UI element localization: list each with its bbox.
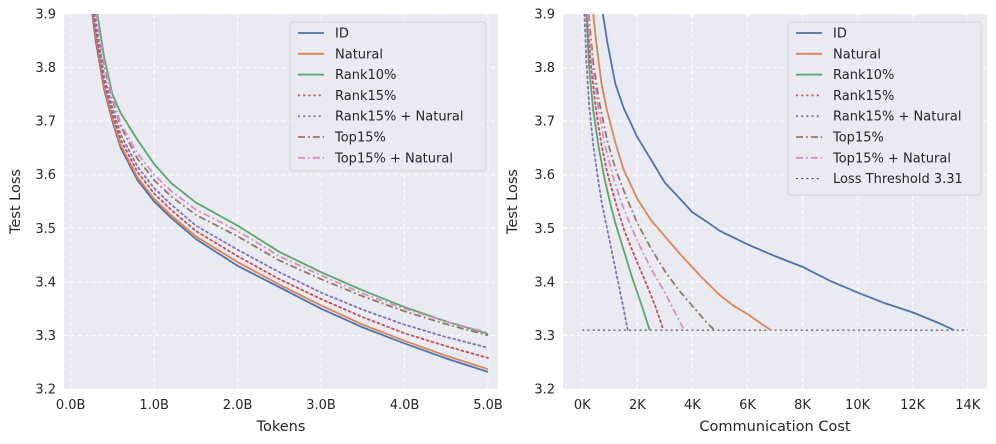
y-tick-label: 3.2	[35, 383, 56, 398]
legend-label: Rank15%	[335, 89, 396, 104]
legend-label: ID	[833, 27, 847, 42]
series-line-rank10	[96, 14, 489, 335]
series-line-rank15	[93, 14, 489, 359]
y-tick-label: 3.2	[534, 383, 555, 398]
x-tick-label: 8K	[794, 398, 811, 413]
legend-label: Natural	[833, 47, 881, 62]
legend-label: Natural	[335, 47, 383, 62]
series-line-natural	[92, 14, 489, 371]
x-tick-label: 10K	[845, 398, 871, 413]
y-tick-label: 3.3	[534, 329, 555, 344]
legend: ID Natural Rank10% Rank15% Rank15% + Natural…	[787, 21, 982, 196]
series-lines	[582, 14, 968, 331]
x-tick-label: 2K	[629, 398, 646, 413]
legend: ID Natural Rank10% Rank15% Rank15% + Natural…	[289, 21, 487, 172]
y-axis-label: Test Loss	[8, 169, 24, 235]
legend-box	[787, 21, 982, 196]
x-tick-label: 12K	[900, 398, 926, 413]
legend-label: ID	[335, 27, 349, 42]
x-tick-label: 0.0B	[56, 398, 86, 413]
right-chart-panel: 0K 2K 4K 6K 8K 10K 12K 14K 3.2 3.3 3.4 3.5 3.6 3.7 3.8…	[505, 8, 987, 435]
legend-label: Rank10%	[335, 68, 396, 83]
y-tick-label: 3.7	[35, 115, 56, 130]
y-tick-label: 3.8	[534, 61, 555, 76]
series-line-rank15	[586, 14, 665, 331]
left-chart-panel: 0.0B 1.0B 2.0B 3.0B 4.0B 5.0B 3.2 3.3 3.4 3.5 3.6 3…	[8, 8, 503, 436]
series-line-natural	[592, 14, 772, 331]
x-tick-label: 3.0B	[306, 398, 336, 413]
legend-label: Loss Threshold 3.31	[833, 172, 963, 187]
series-line-top15-natural	[586, 14, 685, 331]
y-tick-label: 3.9	[35, 8, 56, 23]
y-tick-label: 3.6	[35, 168, 56, 183]
legend-label: Top15% + Natural	[832, 151, 951, 166]
x-tick-label: 6K	[739, 398, 756, 413]
x-tick-label: 4K	[684, 398, 701, 413]
y-tick-label: 3.4	[35, 275, 56, 290]
x-tick-label: 5.0B	[473, 398, 503, 413]
x-tick-label: 14K	[955, 398, 981, 413]
legend-label: Rank15%	[833, 89, 894, 104]
series-line-top15-natural	[95, 14, 489, 334]
y-tick-label: 3.4	[534, 275, 555, 290]
series-line-top15	[95, 14, 489, 337]
legend-label: Rank10%	[833, 68, 894, 83]
x-tick-label: 1.0B	[139, 398, 169, 413]
y-axis-label: Test Loss	[505, 169, 521, 235]
y-tick-label: 3.8	[35, 61, 56, 76]
x-tick-label: 4.0B	[390, 398, 420, 413]
legend-box	[289, 21, 487, 172]
y-tick-label: 3.7	[534, 115, 555, 130]
series-lines	[91, 14, 489, 373]
series-line-rank15-natural	[583, 14, 629, 331]
x-tick-label: 0K	[574, 398, 591, 413]
series-line-id	[602, 14, 955, 331]
legend-label: Top15% + Natural	[334, 151, 453, 166]
series-line-top15	[587, 14, 716, 331]
series-line-rank10	[585, 14, 651, 331]
x-tick-label: 2.0B	[223, 398, 253, 413]
y-tick-label: 3.5	[534, 222, 555, 237]
x-axis-label: Tokens	[256, 419, 306, 435]
legend-label: Top15%	[832, 131, 884, 146]
legend-label: Rank15% + Natural	[335, 110, 463, 125]
y-tick-label: 3.5	[35, 222, 56, 237]
legend-label: Rank15% + Natural	[833, 110, 961, 125]
x-axis-label: Communication Cost	[699, 419, 850, 435]
y-tick-label: 3.9	[534, 8, 555, 23]
y-tick-label: 3.6	[534, 168, 555, 183]
y-tick-label: 3.3	[35, 329, 56, 344]
series-line-rank15-natural	[93, 14, 489, 349]
legend-label: Top15%	[334, 131, 386, 146]
